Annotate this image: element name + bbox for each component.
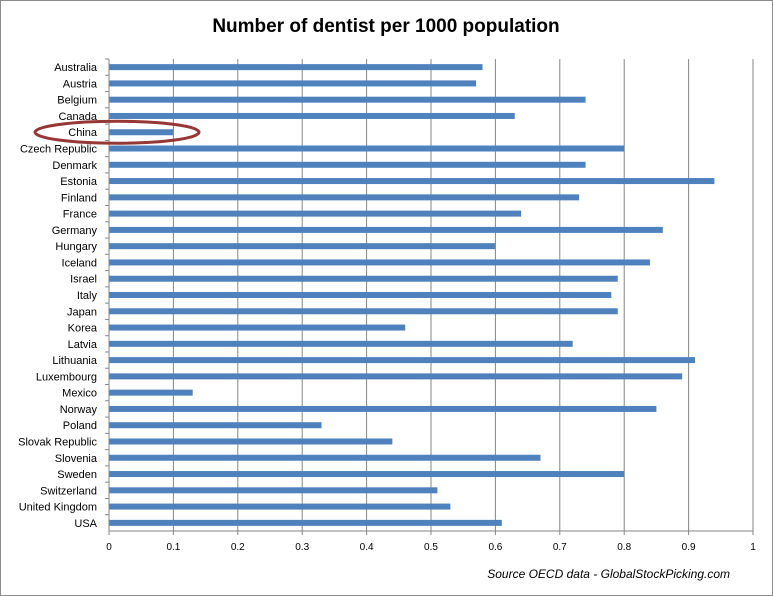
category-label: Luxembourg — [36, 371, 97, 383]
category-label: Poland — [63, 420, 97, 432]
bar — [109, 324, 406, 331]
category-label: Slovak Republic — [18, 436, 97, 448]
category-label: Italy — [77, 290, 98, 302]
category-label: Korea — [68, 323, 98, 335]
x-tick-label: 0.8 — [617, 542, 631, 553]
x-tick-label: 0.7 — [553, 542, 567, 553]
category-label: Denmark — [52, 160, 97, 172]
category-labels: Australia Austria Belgium Canada China Czech … — [18, 62, 98, 530]
bar — [109, 129, 174, 136]
x-tick-labels: 0 0.1 0.2 0.3 0.4 0.5 0.6 0.7 0.8 0.9 1 — [106, 542, 756, 553]
bar — [109, 178, 715, 185]
bar — [109, 519, 502, 526]
category-label: China — [68, 127, 98, 139]
bar — [109, 275, 618, 282]
bar — [109, 503, 451, 510]
bar — [109, 340, 573, 347]
category-label: Australia — [54, 62, 98, 74]
bar — [109, 454, 541, 461]
category-label: Slovenia — [55, 453, 98, 465]
category-label: USA — [74, 518, 97, 530]
category-label: Canada — [58, 111, 97, 123]
x-tick-label: 0.3 — [295, 542, 309, 553]
bar — [109, 112, 515, 119]
bar — [109, 292, 612, 298]
bar — [109, 357, 696, 364]
category-label: Germany — [52, 225, 98, 237]
category-label: Czech Republic — [20, 144, 98, 156]
category-label: United Kingdom — [19, 502, 97, 514]
category-label: Japan — [67, 306, 97, 318]
bar — [109, 210, 522, 217]
axes — [105, 58, 754, 535]
category-label: Hungary — [55, 241, 97, 253]
bar — [109, 389, 193, 396]
bar — [109, 422, 322, 429]
bar — [109, 145, 625, 152]
bar — [109, 487, 438, 494]
category-label: Latvia — [68, 339, 98, 351]
bar — [109, 243, 496, 250]
category-label: Estonia — [60, 176, 98, 188]
bar — [109, 308, 618, 315]
bar — [109, 259, 650, 266]
bar — [109, 471, 625, 478]
category-label: Sweden — [57, 469, 97, 481]
bar — [109, 405, 657, 412]
category-label: Lithuania — [52, 355, 98, 367]
bar — [109, 96, 586, 103]
bars — [109, 64, 715, 526]
bar — [109, 161, 586, 168]
x-tick-label: 1 — [750, 542, 756, 553]
grid-lines — [172, 59, 754, 531]
category-label: Iceland — [62, 257, 97, 269]
category-label: France — [63, 209, 97, 221]
category-label: Austria — [63, 78, 98, 90]
category-label: Switzerland — [40, 485, 97, 497]
source-note: Source OECD data - GlobalStockPicking.co… — [487, 567, 730, 581]
highlight — [33, 119, 201, 145]
bar — [109, 64, 483, 71]
x-tick-label: 0 — [106, 542, 112, 553]
x-tick-label: 0.2 — [231, 542, 245, 553]
x-tick-label: 0.4 — [360, 542, 374, 553]
bar — [109, 194, 580, 201]
bar — [109, 226, 663, 233]
bar — [109, 80, 477, 87]
bar — [109, 373, 683, 380]
category-label: Israel — [70, 274, 97, 286]
category-label: Mexico — [62, 388, 97, 400]
category-label: Norway — [60, 404, 98, 416]
x-tick-label: 0.5 — [424, 542, 438, 553]
category-label: Belgium — [57, 95, 97, 107]
chart-title: Number of dentist per 1000 population — [212, 16, 559, 37]
category-label: Finland — [61, 192, 97, 204]
highlight-ellipse — [33, 119, 201, 145]
bar — [109, 438, 393, 445]
x-tick-label: 0.9 — [682, 542, 696, 553]
x-tick-label: 0.6 — [488, 542, 502, 553]
x-tick-label: 0.1 — [166, 542, 180, 553]
